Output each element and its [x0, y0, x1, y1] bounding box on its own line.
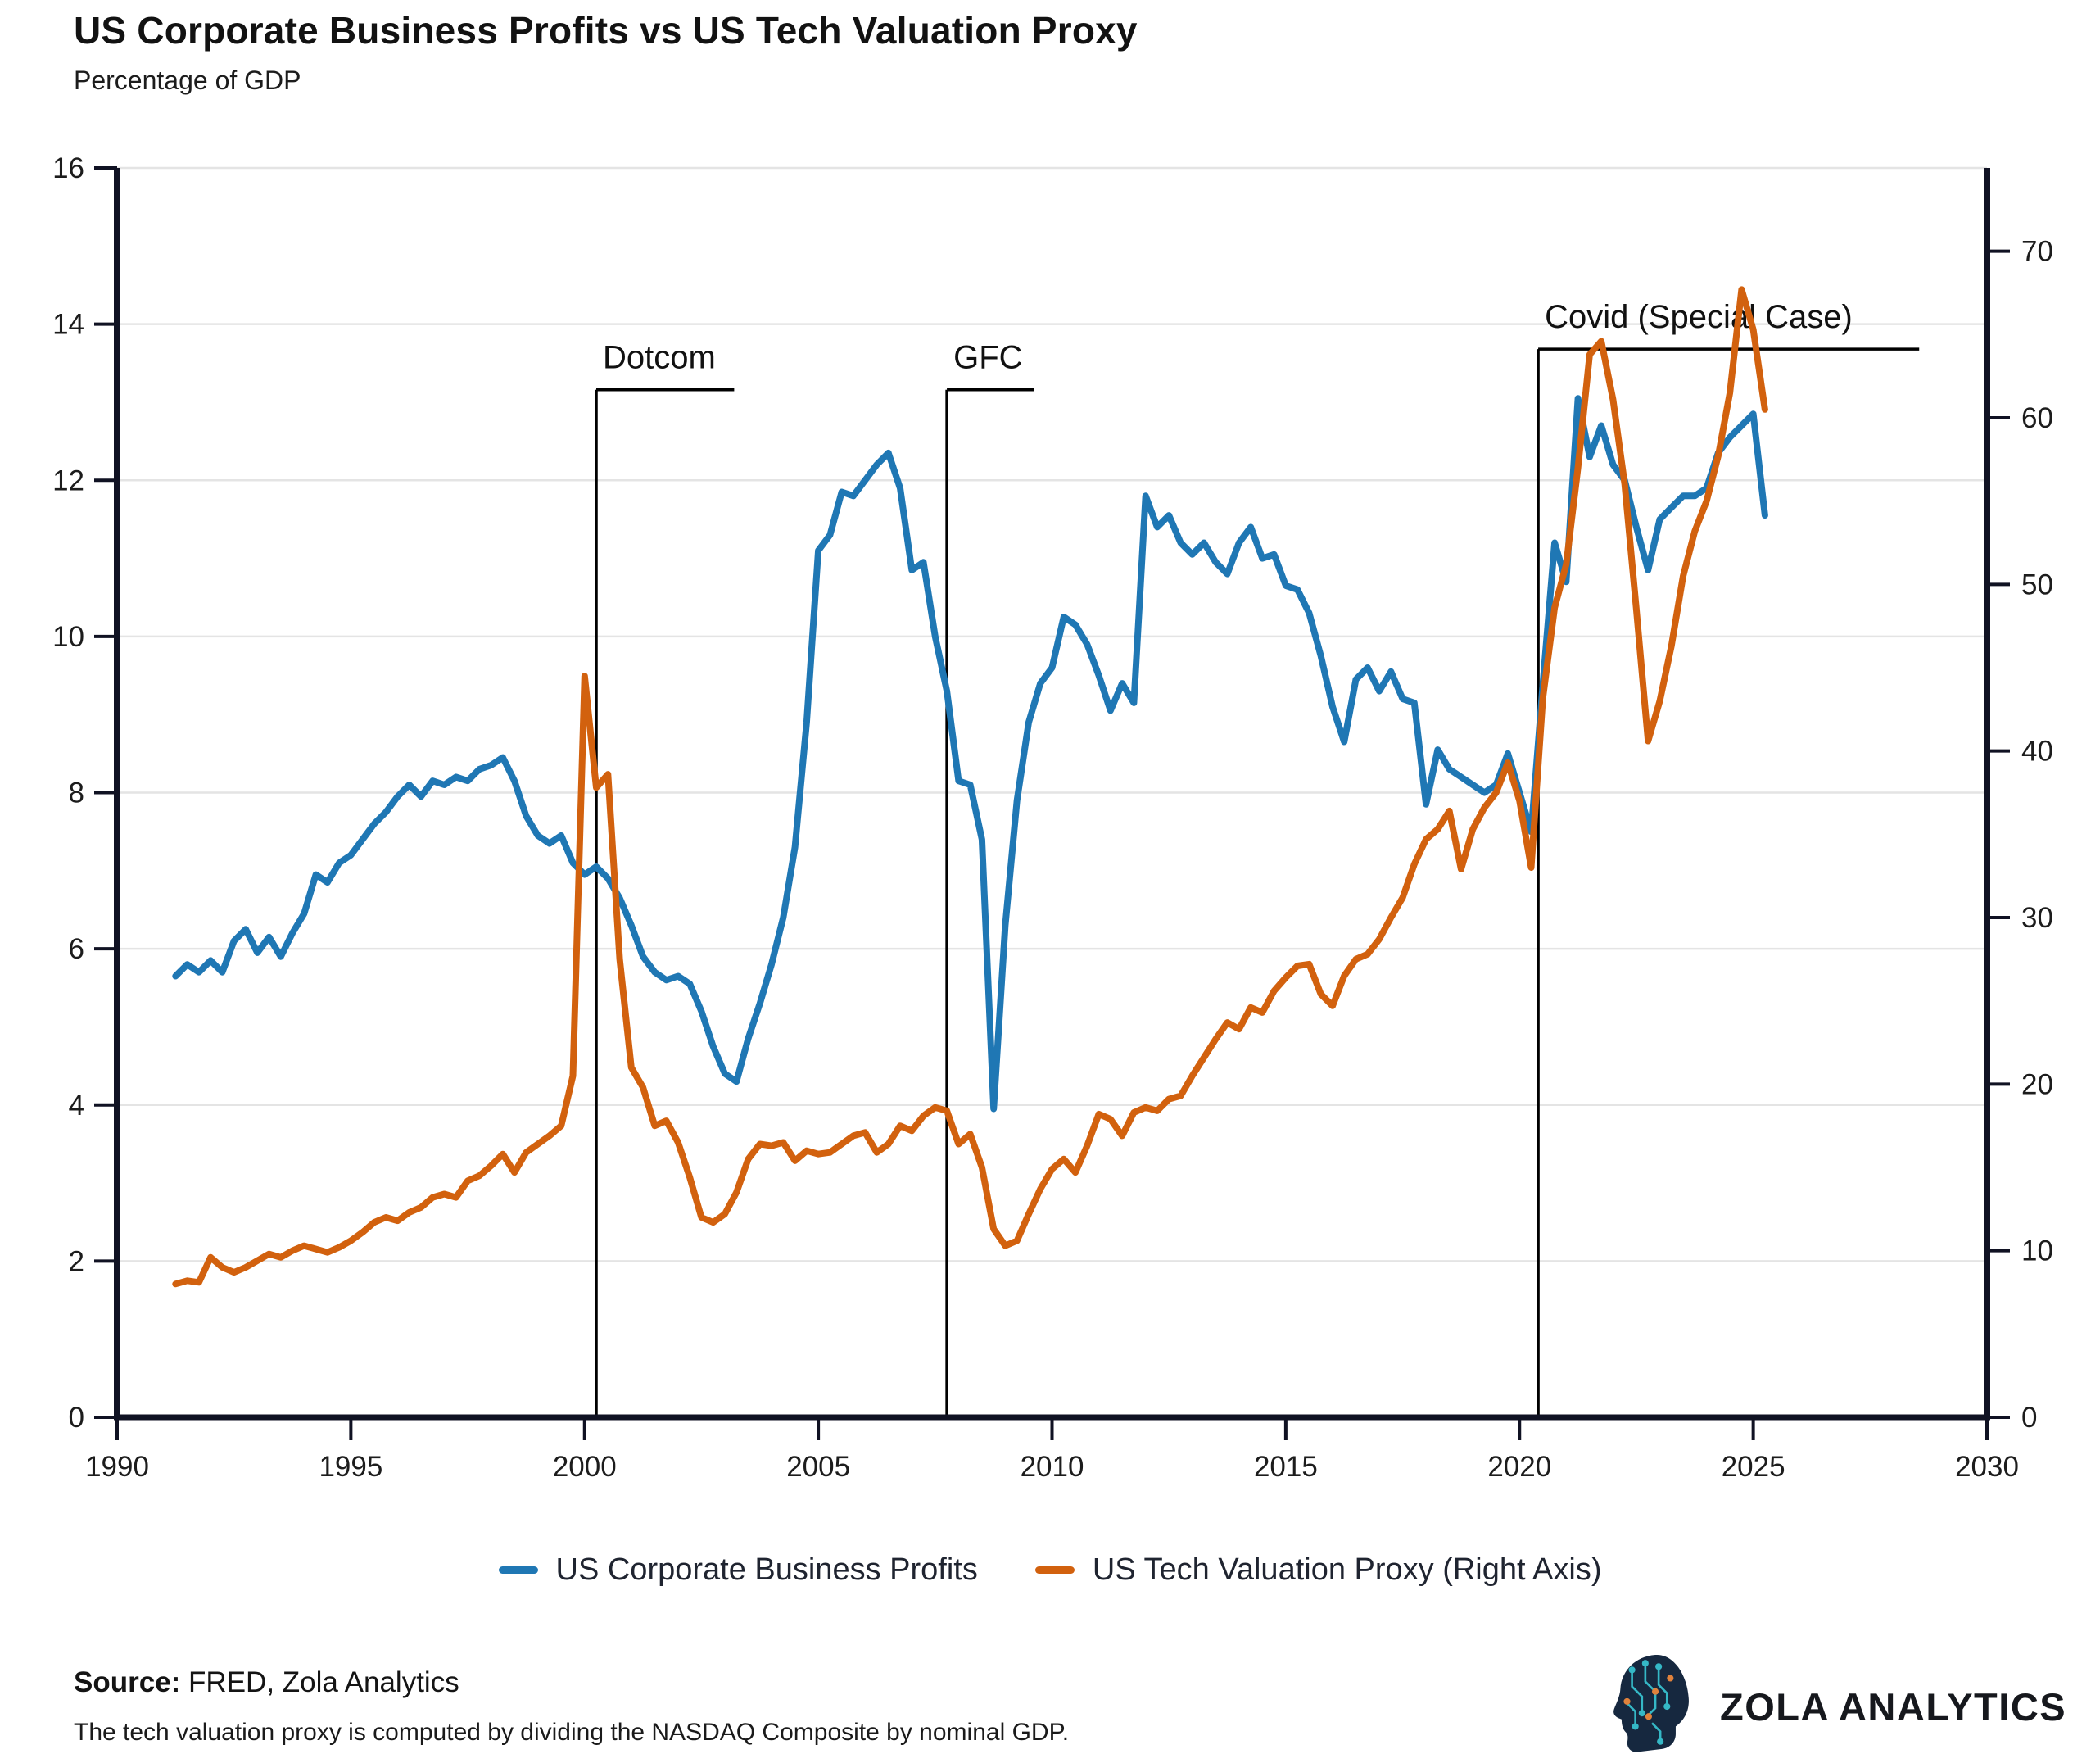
y-left-tick-label: 4: [69, 1090, 84, 1122]
y-right-tick-label: 60: [2021, 402, 2053, 434]
x-tick-label: 2030: [1955, 1451, 2019, 1483]
legend-swatch-tech-proxy: [1034, 1566, 1075, 1574]
legend-label-tech-proxy: US Tech Valuation Proxy (Right Axis): [1092, 1552, 1602, 1587]
tech-proxy-line-series: [172, 286, 1768, 1288]
y-left-tick-label: 8: [69, 777, 84, 809]
x-tick-label: 2000: [553, 1451, 617, 1483]
source-line: Source: FRED, Zola Analytics: [74, 1666, 459, 1699]
y-right-tick-label: 30: [2021, 902, 2053, 934]
axes: [114, 168, 1990, 1421]
x-tick-label: 2025: [1722, 1451, 1785, 1483]
chart-title: US Corporate Business Profits vs US Tech…: [74, 9, 1138, 52]
y-right-tick-label: 50: [2021, 569, 2053, 601]
y-left-tick-label: 12: [52, 465, 84, 496]
zola-logo: ZOLA ANALYTICS: [1607, 1653, 2066, 1761]
x-tick-label: 1995: [319, 1451, 382, 1483]
legend-label-profits: US Corporate Business Profits: [555, 1552, 978, 1587]
x-tick-label: 2020: [1487, 1451, 1551, 1483]
y-left-tick-label: 0: [69, 1402, 84, 1434]
y-left-tick-label: 2: [69, 1245, 84, 1277]
footnote: The tech valuation proxy is computed by …: [74, 1719, 1070, 1746]
zola-logo-text: ZOLA ANALYTICS: [1720, 1685, 2067, 1729]
source-text: FRED, Zola Analytics: [180, 1666, 459, 1698]
y-right-tick-label: 70: [2021, 236, 2053, 268]
source-label: Source:: [74, 1666, 181, 1698]
x-tick-label: 2015: [1254, 1451, 1318, 1483]
x-tick-label: 1990: [85, 1451, 149, 1483]
y-left-tick-label: 16: [52, 152, 84, 184]
annotation-label: Covid (Special Case): [1545, 299, 1853, 335]
y-right-tick-label: 0: [2021, 1402, 2037, 1434]
chart-legend: US Corporate Business Profits US Tech Va…: [0, 1552, 2100, 1588]
y-right-tick-label: 40: [2021, 736, 2053, 768]
chart-subtitle: Percentage of GDP: [74, 66, 301, 95]
x-tick-label: 2010: [1021, 1451, 1084, 1483]
legend-item-profits: US Corporate Business Profits: [498, 1552, 978, 1588]
y-left-tick-label: 10: [52, 621, 84, 653]
annotation-label: Dotcom: [603, 340, 716, 376]
zola-logo-head-icon: [1607, 1653, 1699, 1761]
y-left-tick-label: 6: [69, 933, 84, 965]
profits-line-series: [172, 395, 1768, 1113]
y-left-tick-label: 14: [52, 309, 84, 341]
gridlines: [117, 166, 1987, 1262]
y-right-tick-label: 10: [2021, 1235, 2053, 1267]
legend-swatch-profits: [498, 1566, 538, 1574]
legend-item-tech-proxy: US Tech Valuation Proxy (Right Axis): [1034, 1552, 1602, 1588]
x-tick-label: 2005: [786, 1451, 850, 1483]
y-right-tick-label: 20: [2021, 1068, 2053, 1100]
event-annotations: Dotcom GFC Covid (Special Case): [595, 299, 1920, 1417]
annotation-label: GFC: [953, 340, 1022, 376]
